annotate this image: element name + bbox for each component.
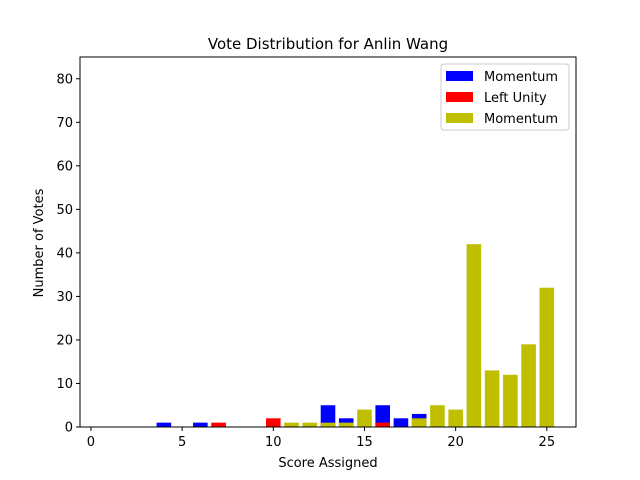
bar-series-2-score-21 <box>466 244 482 427</box>
legend-label-1: Left Unity <box>484 91 547 106</box>
bar-series-2-score-22 <box>484 370 500 427</box>
bar-series-0-score-16 <box>375 405 390 427</box>
x-tick-label: 5 <box>178 435 186 450</box>
plot-area-frame <box>79 56 577 428</box>
bar-series-1-score-7 <box>211 422 226 427</box>
bar-series-2-score-25 <box>539 287 555 427</box>
x-axis-title: Score Assigned <box>278 456 377 471</box>
bar-series-0-score-13 <box>320 405 336 427</box>
y-tick-label: 30 <box>56 290 73 305</box>
y-tick-label: 80 <box>56 72 73 87</box>
bar-series-2-score-23 <box>503 374 518 427</box>
y-axis-ticks: 0 10 20 30 40 50 60 70 80 <box>56 72 80 436</box>
y-tick-label: 50 <box>56 203 73 218</box>
x-tick-label: 15 <box>356 435 373 450</box>
bar-series-1-score-16 <box>375 422 390 427</box>
legend-label-2: Momentum <box>484 112 558 127</box>
bar-series-1-score-10 <box>266 418 281 427</box>
legend-swatch-2 <box>446 113 473 123</box>
legend-swatch-1 <box>446 92 473 102</box>
legend-label-0: Momentum <box>484 70 558 85</box>
bar-series-2-score-15 <box>357 409 372 427</box>
bar-series-2-score-11 <box>284 422 299 427</box>
bar-series-0-score-4 <box>156 422 172 427</box>
y-tick-label: 40 <box>56 246 73 261</box>
x-tick-label: 0 <box>87 435 95 450</box>
bar-series-0-score-17 <box>393 418 409 427</box>
legend: Momentum Left Unity Momentum <box>440 63 570 131</box>
bar-series-2-score-20 <box>448 409 463 427</box>
bar-series-2-score-14 <box>338 422 354 427</box>
x-tick-label: 20 <box>447 435 464 450</box>
bar-series-2-score-12 <box>302 422 318 427</box>
legend-swatch-0 <box>446 71 473 81</box>
y-axis-title: Number of Votes <box>32 188 47 297</box>
bar-series-2-score-24 <box>521 344 536 427</box>
y-tick-label: 20 <box>56 333 73 348</box>
x-tick-label: 25 <box>539 435 556 450</box>
y-tick-label: 10 <box>56 377 73 392</box>
y-tick-label: 60 <box>56 159 73 174</box>
bars-layer <box>156 244 555 427</box>
bar-series-2-score-18 <box>411 418 427 427</box>
y-tick-label: 0 <box>65 421 73 436</box>
y-tick-label: 70 <box>56 116 73 131</box>
x-axis-ticks: 0 5 10 15 20 25 <box>87 427 555 450</box>
x-tick-label: 10 <box>265 435 282 450</box>
bar-series-0-score-6 <box>193 422 208 427</box>
bar-series-2-score-19 <box>430 405 445 427</box>
bar-series-2-score-13 <box>320 422 336 427</box>
chart-title: Vote Distribution for Anlin Wang <box>208 35 448 53</box>
